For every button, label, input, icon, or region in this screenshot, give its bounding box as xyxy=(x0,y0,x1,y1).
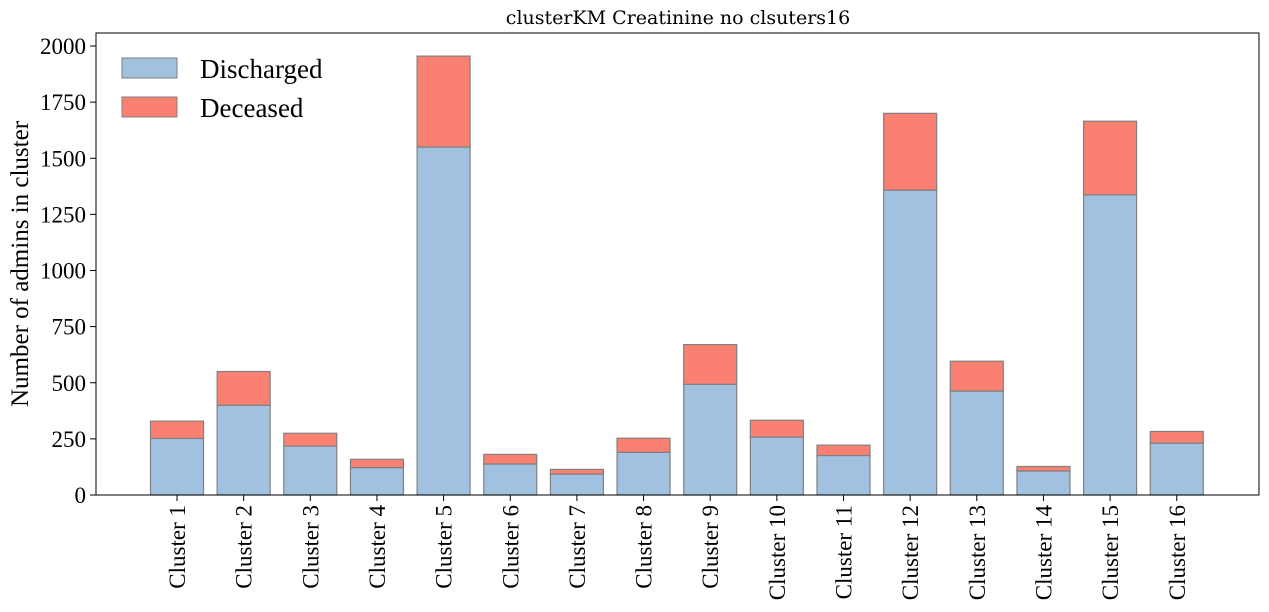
bar-deceased-10 xyxy=(749,419,804,438)
bar-deceased-4 xyxy=(349,458,405,469)
legend-swatch-deceased xyxy=(121,96,178,118)
x-tick-label: Cluster 13 xyxy=(965,505,990,600)
bar-discharged-3 xyxy=(283,445,338,496)
bar-deceased-8 xyxy=(616,437,671,453)
bar-discharged-5 xyxy=(416,146,471,496)
bar-deceased-7 xyxy=(549,468,605,475)
bars-layer xyxy=(149,55,1204,496)
y-axis: 0 250 500 750 1000 1250 1500 1750 2000 xyxy=(40,34,96,508)
bar-discharged-11 xyxy=(816,454,871,496)
bar-deceased-12 xyxy=(883,112,938,191)
y-tick-label: 1000 xyxy=(40,259,86,284)
x-tick-label: Cluster 8 xyxy=(632,505,657,589)
bar-discharged-15 xyxy=(1082,194,1138,496)
bar-discharged-9 xyxy=(683,383,738,496)
bar-discharged-14 xyxy=(1016,470,1071,496)
bar-deceased-6 xyxy=(483,453,538,465)
bar-deceased-11 xyxy=(816,444,871,457)
bar-deceased-1 xyxy=(149,420,205,440)
y-tick-label: 750 xyxy=(52,315,87,340)
bar-deceased-5 xyxy=(416,55,471,148)
x-tick-label: Cluster 11 xyxy=(832,505,857,599)
legend: Discharged Deceased xyxy=(121,54,323,123)
x-tick-label: Cluster 15 xyxy=(1098,505,1123,600)
bar-discharged-2 xyxy=(216,404,271,496)
y-axis-label: Number of admins in cluster xyxy=(7,120,34,407)
bar-discharged-8 xyxy=(616,451,671,496)
legend-label-deceased: Deceased xyxy=(200,93,304,123)
x-tick-label: Cluster 7 xyxy=(565,505,590,589)
bar-deceased-15 xyxy=(1082,120,1138,196)
x-tick-label: Cluster 3 xyxy=(298,505,323,589)
bar-discharged-1 xyxy=(149,437,205,496)
y-tick-label: 500 xyxy=(52,371,87,396)
x-tick-label: Cluster 10 xyxy=(765,505,790,600)
bar-deceased-9 xyxy=(683,343,738,385)
bar-deceased-14 xyxy=(1016,465,1071,472)
x-tick-label: Cluster 9 xyxy=(698,505,723,589)
bar-discharged-6 xyxy=(483,463,538,496)
bar-discharged-7 xyxy=(549,473,605,496)
bar-deceased-2 xyxy=(216,370,271,406)
bar-deceased-13 xyxy=(949,360,1004,392)
y-tick-label: 1750 xyxy=(40,90,86,115)
plot-frame xyxy=(95,32,1260,496)
x-axis: Cluster 1 Cluster 2 Cluster 3 Cluster 4 Clus… xyxy=(165,495,1190,600)
x-tick-label: Cluster 1 xyxy=(165,505,190,589)
bar-discharged-16 xyxy=(1149,442,1204,496)
bar-deceased-16 xyxy=(1149,430,1204,444)
y-tick-label: 2000 xyxy=(40,34,86,59)
bar-deceased-3 xyxy=(283,432,338,447)
x-tick-label: Cluster 16 xyxy=(1165,505,1190,600)
y-tick-label: 250 xyxy=(52,427,87,452)
x-tick-label: Cluster 5 xyxy=(432,505,457,589)
bar-discharged-13 xyxy=(949,390,1004,496)
chart-title: clusterKM Creatinine no clsuters16 xyxy=(506,7,850,29)
bar-discharged-4 xyxy=(349,467,405,496)
x-tick-label: Cluster 4 xyxy=(365,505,390,589)
bar-discharged-10 xyxy=(749,436,804,496)
x-tick-label: Cluster 12 xyxy=(898,505,923,600)
x-tick-label: Cluster 6 xyxy=(498,505,523,589)
legend-label-discharged: Discharged xyxy=(200,54,323,84)
x-tick-label: Cluster 2 xyxy=(232,505,257,589)
legend-swatch-discharged xyxy=(121,57,178,79)
x-tick-label: Cluster 14 xyxy=(1031,505,1056,601)
y-tick-label: 1250 xyxy=(40,202,86,227)
y-tick-label: 1500 xyxy=(40,146,86,171)
bar-discharged-12 xyxy=(883,189,938,496)
y-tick-label: 0 xyxy=(75,483,87,508)
